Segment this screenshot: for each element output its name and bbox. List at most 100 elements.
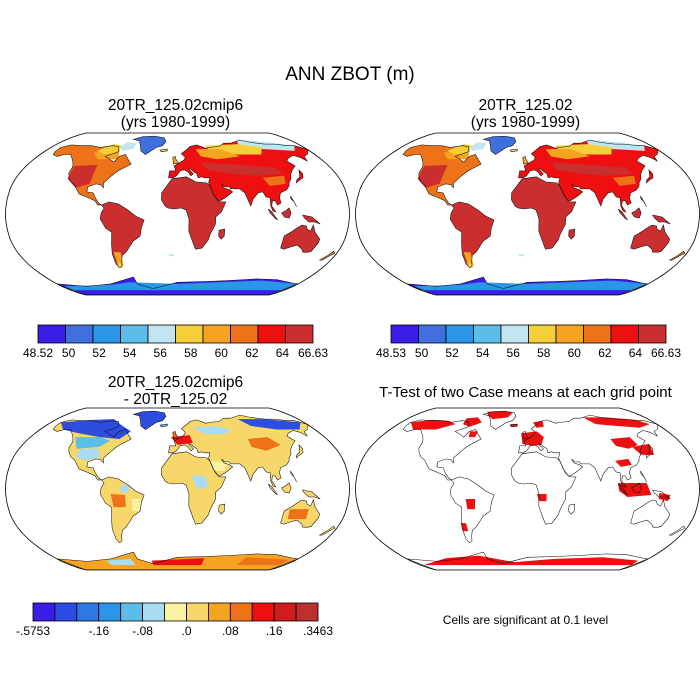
colorbar-box <box>229 602 253 622</box>
coastline-sumatra <box>617 483 628 496</box>
field-region <box>119 142 137 151</box>
colorbar-box <box>120 324 149 344</box>
coastline-southAmerica <box>449 476 495 544</box>
colorbar-box <box>98 602 122 622</box>
coastline-northAmerica <box>52 144 132 206</box>
colorbar-box <box>257 324 286 344</box>
coastline-newGuinea <box>302 214 321 225</box>
colorbar-tick-label: 58 <box>537 346 551 360</box>
field-region <box>463 252 474 266</box>
map-boundary <box>355 132 700 296</box>
panel-4-title: T-Test of two Case means at each grid po… <box>379 384 672 401</box>
field-region <box>67 165 98 188</box>
colorbar-tick-label: .16 <box>266 624 283 638</box>
map-boundary <box>5 132 350 296</box>
panel-1-title-line2: (yrs 1980-1999) <box>120 114 231 131</box>
colorbar-tick-label: 48.53 <box>376 346 406 360</box>
panel-2-title: 20TR_125.02 (yrs 1980-1999) <box>351 97 700 131</box>
coastline-australia <box>280 499 321 528</box>
coastline-borneo <box>281 482 292 494</box>
field-region <box>262 175 286 186</box>
colorbar-box <box>230 324 259 344</box>
field-africa <box>161 176 226 250</box>
coastline-newZealand <box>318 525 336 536</box>
colorbar-box <box>54 602 78 622</box>
field-region <box>191 474 209 489</box>
colorbar-tick-label: 60 <box>215 346 229 360</box>
coastline-australia <box>630 499 671 528</box>
colorbar-box <box>473 324 502 344</box>
significant-cells <box>610 437 638 449</box>
map-field <box>53 411 335 570</box>
colorbar-tick-label: 54 <box>123 346 137 360</box>
colorbar-box <box>445 324 474 344</box>
coastline-iceland <box>509 423 518 428</box>
colorbar-panel-1: 48.52 50 52 54 56 58 60 62 64 66.63 <box>23 324 328 360</box>
colorbar-tick-label: 56 <box>507 346 521 360</box>
field-region <box>120 485 130 493</box>
colorbar-tick-label: 66.63 <box>298 346 328 360</box>
field-region <box>113 252 124 266</box>
coastline-japan <box>295 444 304 459</box>
colorbar-box <box>390 324 419 344</box>
coastline-uk <box>172 156 179 165</box>
colorbar-box <box>207 602 231 622</box>
coastline-africa <box>511 451 577 525</box>
field-region <box>168 254 174 257</box>
coastline-africa <box>161 176 227 250</box>
coastline-southAmerica <box>99 201 145 269</box>
field-sumatra <box>618 209 628 220</box>
coastline-northAmerica <box>52 419 132 481</box>
coastline-iceland <box>159 423 168 428</box>
coastline-uk <box>172 431 179 440</box>
field-greenland <box>133 411 166 430</box>
colorbar-tick-label: 54 <box>476 346 490 360</box>
map-panel-1 <box>5 132 350 296</box>
field-japan <box>646 169 653 183</box>
colorbar-tick-label: 62 <box>598 346 612 360</box>
field-australia <box>630 225 670 253</box>
colorbar-box <box>583 324 612 344</box>
field-greenland <box>483 136 516 155</box>
field-region <box>236 557 290 566</box>
field-region <box>237 419 301 430</box>
field-newZealand <box>319 526 335 536</box>
colorbar-box <box>528 324 557 344</box>
field-southAmerica <box>100 476 145 543</box>
coastline-australia <box>280 224 321 253</box>
field-madagascar <box>218 504 225 515</box>
colorbar-panel-3: -.5753 -.16 -.08 .0 .08 .16 .3463 <box>16 602 333 638</box>
field-region <box>75 448 101 461</box>
coastline-philippines <box>290 470 297 483</box>
field-borneo <box>281 208 292 218</box>
colorbar-box <box>147 324 176 344</box>
field-region <box>192 425 231 435</box>
field-region <box>60 419 131 439</box>
coastline-greenland <box>132 135 167 155</box>
colorbar-box <box>638 324 667 344</box>
significant-cells <box>615 458 632 467</box>
coastline-japan <box>295 169 304 184</box>
panel-3-title: 20TR_125.02cmip6 - 20TR_125.02 <box>0 374 351 408</box>
field-region <box>200 162 284 176</box>
significant-cells <box>618 483 652 497</box>
field-southAmerica <box>100 201 145 268</box>
colorbar-tick-label: .3463 <box>303 624 333 638</box>
field-region <box>96 144 123 155</box>
coastline-eurasia <box>168 139 309 213</box>
colorbar-tick-label: 56 <box>154 346 168 360</box>
coastline-greenland <box>482 135 517 155</box>
colorbar-panel-2: 48.53 50 52 54 56 58 60 62 64 66.63 <box>376 324 681 360</box>
significant-cells <box>521 431 544 446</box>
field-uk <box>522 156 529 164</box>
colorbar-box <box>142 602 165 622</box>
map-panel-2 <box>355 132 700 296</box>
coastline-borneo <box>631 207 642 219</box>
colorbar-box <box>555 324 584 344</box>
field-region <box>209 460 229 471</box>
field-eurasia <box>168 140 308 212</box>
coastline-antarctica <box>56 276 300 295</box>
field-newZealand <box>669 251 685 261</box>
field-borneo <box>631 208 642 218</box>
field-region <box>61 280 299 291</box>
